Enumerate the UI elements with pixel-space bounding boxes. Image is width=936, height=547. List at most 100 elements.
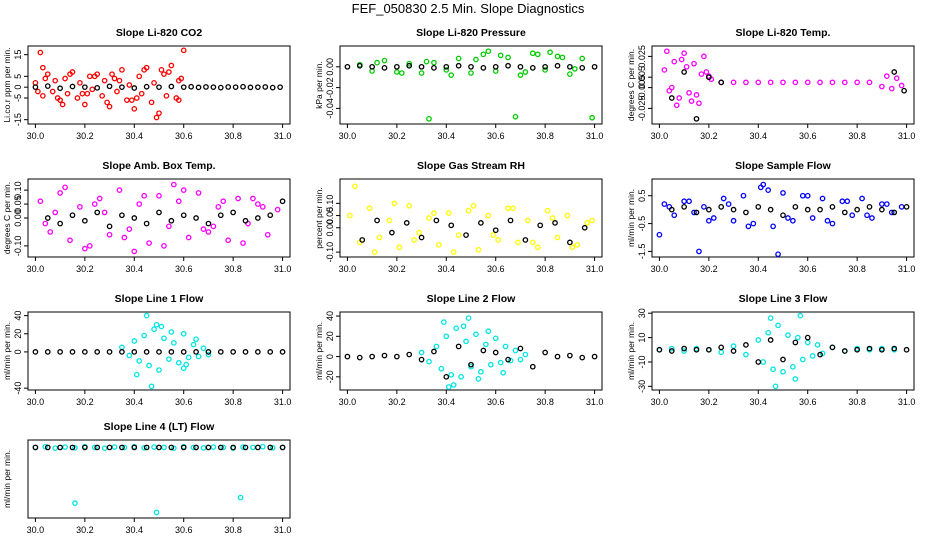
- data-point: [443, 373, 450, 380]
- scatter-panel: Slope Li-820 CO2 Li.co.r ppm per min. 30.0…: [2, 27, 291, 141]
- data-point: [119, 344, 125, 351]
- data-point: [785, 215, 791, 221]
- data-point: [879, 83, 885, 90]
- y-tick-label: 40: [13, 311, 23, 321]
- x-tick-label: 30.4: [438, 131, 456, 141]
- data-point: [141, 192, 148, 199]
- data-point: [854, 206, 861, 213]
- data-point: [497, 359, 504, 366]
- plot-frame: [651, 178, 915, 258]
- data-point: [153, 321, 160, 328]
- data-point: [133, 95, 140, 101]
- data-point: [668, 345, 675, 352]
- data-point: [374, 217, 380, 224]
- data-point: [804, 339, 811, 346]
- data-point: [755, 204, 762, 210]
- data-point: [81, 349, 88, 355]
- data-point: [188, 83, 194, 90]
- data-point: [168, 217, 175, 224]
- data-point: [247, 84, 254, 91]
- data-point: [161, 444, 167, 451]
- data-point: [74, 95, 81, 101]
- x-tick-label: 30.4: [750, 131, 768, 141]
- data-point: [136, 201, 143, 207]
- data-point: [485, 212, 492, 219]
- data-point: [178, 75, 185, 82]
- data-point: [138, 90, 145, 97]
- x-tick-label: 31.0: [586, 264, 604, 274]
- data-point: [180, 187, 187, 193]
- data-point: [676, 95, 683, 101]
- data-point: [589, 217, 595, 224]
- data-point: [101, 77, 108, 84]
- data-point: [111, 75, 118, 82]
- data-point: [86, 73, 93, 80]
- y-tick-label: 5: [13, 74, 23, 79]
- data-point: [156, 444, 162, 451]
- data-point: [101, 209, 108, 216]
- data-point: [431, 210, 437, 216]
- data-point: [47, 229, 54, 235]
- data-point: [505, 54, 511, 61]
- data-point: [57, 349, 63, 355]
- panel-title: Slope Li-820 Pressure: [416, 27, 526, 39]
- data-point: [701, 204, 707, 210]
- data-point: [69, 444, 76, 451]
- data-point: [668, 206, 675, 213]
- y-tick-label: -0.005: [637, 75, 647, 101]
- data-point: [455, 232, 462, 238]
- data-point: [119, 66, 125, 73]
- data-point: [542, 63, 549, 70]
- data-point: [755, 337, 762, 343]
- y-axis-label: ml/min per min.: [626, 322, 636, 380]
- x-tick-label: 30.0: [27, 131, 45, 141]
- data-point: [668, 84, 675, 91]
- data-point: [406, 202, 413, 209]
- data-point: [460, 323, 467, 330]
- data-point: [81, 101, 88, 108]
- panel-title: Slope Line 1 Flow: [115, 293, 205, 305]
- data-point: [804, 79, 811, 86]
- data-point: [839, 198, 846, 205]
- data-point: [131, 85, 138, 91]
- data-point: [883, 201, 890, 207]
- y-tick-label: 0: [325, 354, 335, 359]
- data-point: [32, 84, 39, 91]
- data-point: [44, 71, 51, 78]
- data-point: [158, 66, 165, 73]
- data-point: [705, 206, 712, 213]
- data-point: [44, 349, 51, 355]
- data-point: [770, 366, 776, 373]
- y-tick-label: -0.04: [325, 98, 335, 119]
- data-point: [106, 223, 113, 230]
- data-point: [772, 383, 779, 390]
- data-point: [175, 198, 182, 205]
- data-point: [426, 115, 432, 122]
- data-point: [106, 444, 113, 451]
- y-tick-label: -0.5: [637, 216, 647, 232]
- data-point: [567, 352, 573, 359]
- data-point: [225, 84, 232, 90]
- x-tick-label: 30.8: [536, 131, 554, 141]
- data-point: [398, 70, 405, 76]
- data-point: [205, 351, 212, 358]
- data-point: [817, 351, 823, 358]
- plot-frame: [651, 45, 915, 125]
- data-point: [455, 62, 462, 69]
- data-point: [136, 358, 143, 364]
- data-point: [57, 220, 63, 227]
- data-point: [809, 215, 816, 221]
- plot-frame: [27, 311, 291, 391]
- x-tick-label: 30.4: [438, 264, 456, 274]
- y-tick-label: 40: [325, 311, 335, 321]
- data-point: [567, 71, 573, 77]
- data-point: [396, 244, 403, 251]
- y-tick-label: -0.025: [637, 96, 647, 122]
- data-point: [866, 79, 873, 86]
- x-tick-label: 30.2: [76, 397, 94, 407]
- data-point: [230, 349, 237, 355]
- plot-frame: [651, 311, 915, 391]
- data-point: [770, 223, 776, 230]
- data-point: [37, 198, 44, 205]
- plot-frame: [27, 439, 291, 519]
